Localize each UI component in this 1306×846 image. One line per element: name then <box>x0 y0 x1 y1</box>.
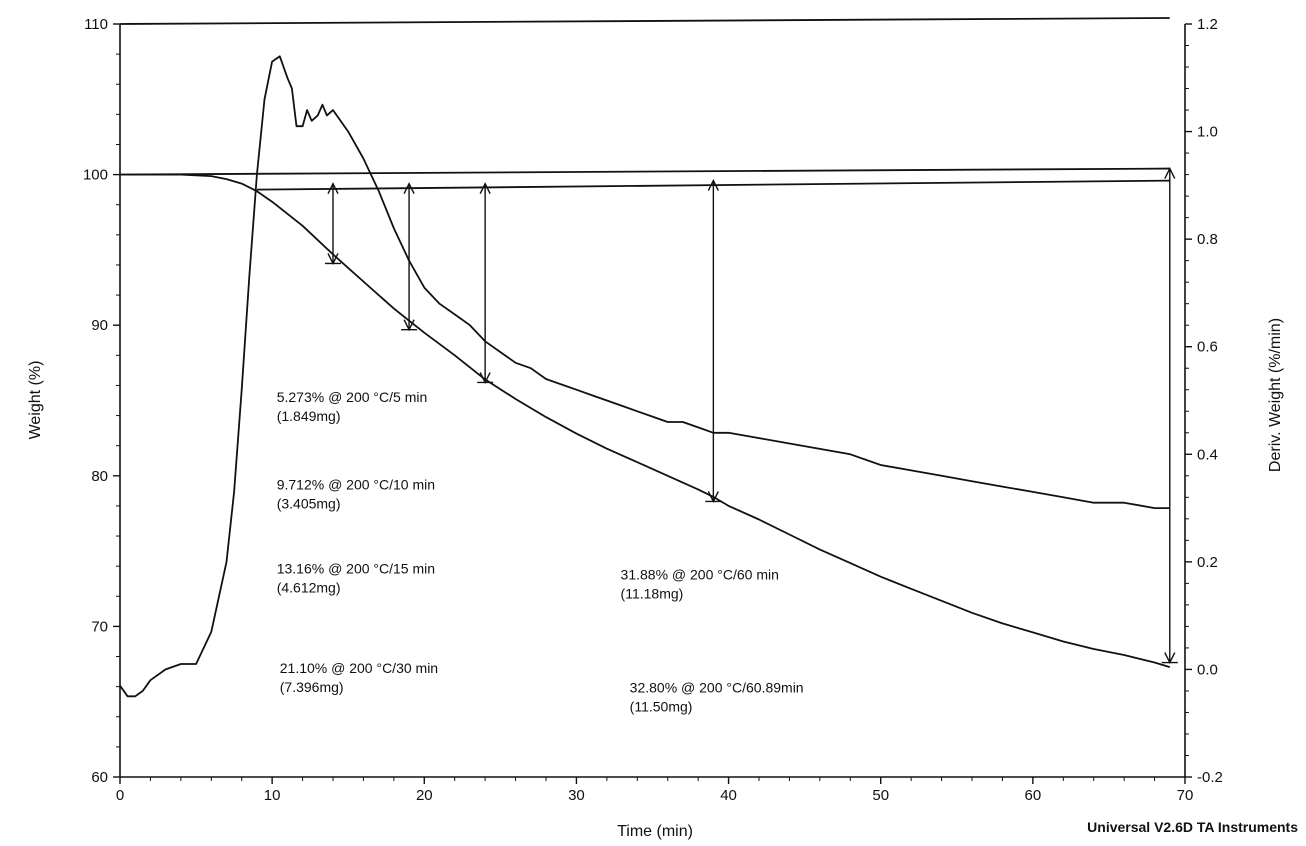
x-tick-label: 20 <box>416 787 433 804</box>
marker-arrows <box>325 167 1178 665</box>
annotations: 5.273% @ 200 °C/5 min (1.849mg) 9.712% @ 2… <box>277 389 804 715</box>
y-right-tick-label: 0.2 <box>1197 554 1218 571</box>
y-right-tick-label: -0.2 <box>1197 769 1223 786</box>
marker-arrow <box>401 182 418 332</box>
weight-line <box>120 173 1171 668</box>
y-left-axis-title: Weight (%) <box>27 361 44 440</box>
series-layer <box>119 55 1171 698</box>
y-right-tick-label: 0.0 <box>1197 661 1218 678</box>
marker-arrow-head-top <box>327 182 339 194</box>
marker-arrow-head-top <box>707 179 719 191</box>
y-right-tick-label: 1.2 <box>1197 16 1218 33</box>
marker-arrow-head-top <box>479 182 491 194</box>
annotation-line-2: (11.50mg) <box>630 699 693 715</box>
x-tick-label: 70 <box>1177 787 1194 804</box>
annotation-line-2: (11.18mg) <box>621 586 684 602</box>
marker-arrow <box>705 179 722 503</box>
reference-lines <box>119 17 1170 191</box>
annotation-line-2: (3.405mg) <box>277 495 341 511</box>
marker-arrow <box>1161 167 1178 665</box>
y-left-tick-label: 60 <box>91 769 108 786</box>
y-left-tick-label: 90 <box>91 317 108 334</box>
x-tick-label: 0 <box>116 787 124 804</box>
annotation-line-1: 32.80% @ 200 °C/60.89min <box>630 680 804 696</box>
x-tick-label: 60 <box>1025 787 1042 804</box>
y-right-tick-label: 0.4 <box>1197 446 1218 463</box>
derivative-weight-line <box>119 55 1170 698</box>
y-left-tick-label: 100 <box>83 167 108 184</box>
y-right-tick-label: 0.6 <box>1197 339 1218 356</box>
annotation-line-2: (1.849mg) <box>277 408 341 424</box>
plot-frame <box>119 24 1186 778</box>
annotation-line-1: 31.88% @ 200 °C/60 min <box>621 567 779 583</box>
annotation-line-1: 13.16% @ 200 °C/15 min <box>277 561 435 577</box>
reference-line <box>119 17 1170 25</box>
y-left-tick-label: 110 <box>84 16 108 33</box>
marker-arrow-head-top <box>1164 167 1176 179</box>
y-left-tick-label: 70 <box>91 618 108 635</box>
marker-arrow-head-top <box>403 182 415 194</box>
x-tick-label: 50 <box>872 787 889 804</box>
x-tick-label: 40 <box>720 787 737 804</box>
reference-line <box>119 167 1170 176</box>
y-right-tick-label: 0.8 <box>1197 231 1218 248</box>
annotation-line-2: (7.396mg) <box>280 679 344 695</box>
y-left-tick-label: 80 <box>91 468 108 485</box>
annotation-line-2: (4.612mg) <box>277 580 341 596</box>
y-right-axis-title: Deriv. Weight (%/min) <box>1267 318 1284 472</box>
annotation-line-1: 21.10% @ 200 °C/30 min <box>280 660 438 676</box>
axis-ticks: 0 10 20 30 40 50 60 70 60 70 80 90 100 110 -0.2 0.0 0.2 0… <box>83 16 1223 804</box>
x-tick-label: 30 <box>568 787 585 804</box>
annotation-line-1: 9.712% @ 200 °C/10 min <box>277 476 435 492</box>
x-tick-label: 10 <box>264 787 281 804</box>
instrument-footer: Universal V2.6D TA Instruments <box>1087 819 1298 835</box>
annotation-line-1: 5.273% @ 200 °C/5 min <box>277 389 428 405</box>
marker-arrow <box>325 182 341 266</box>
marker-arrow <box>477 182 494 384</box>
x-axis-title: Time (min) <box>617 823 693 840</box>
y-right-tick-label: 1.0 <box>1197 124 1218 141</box>
